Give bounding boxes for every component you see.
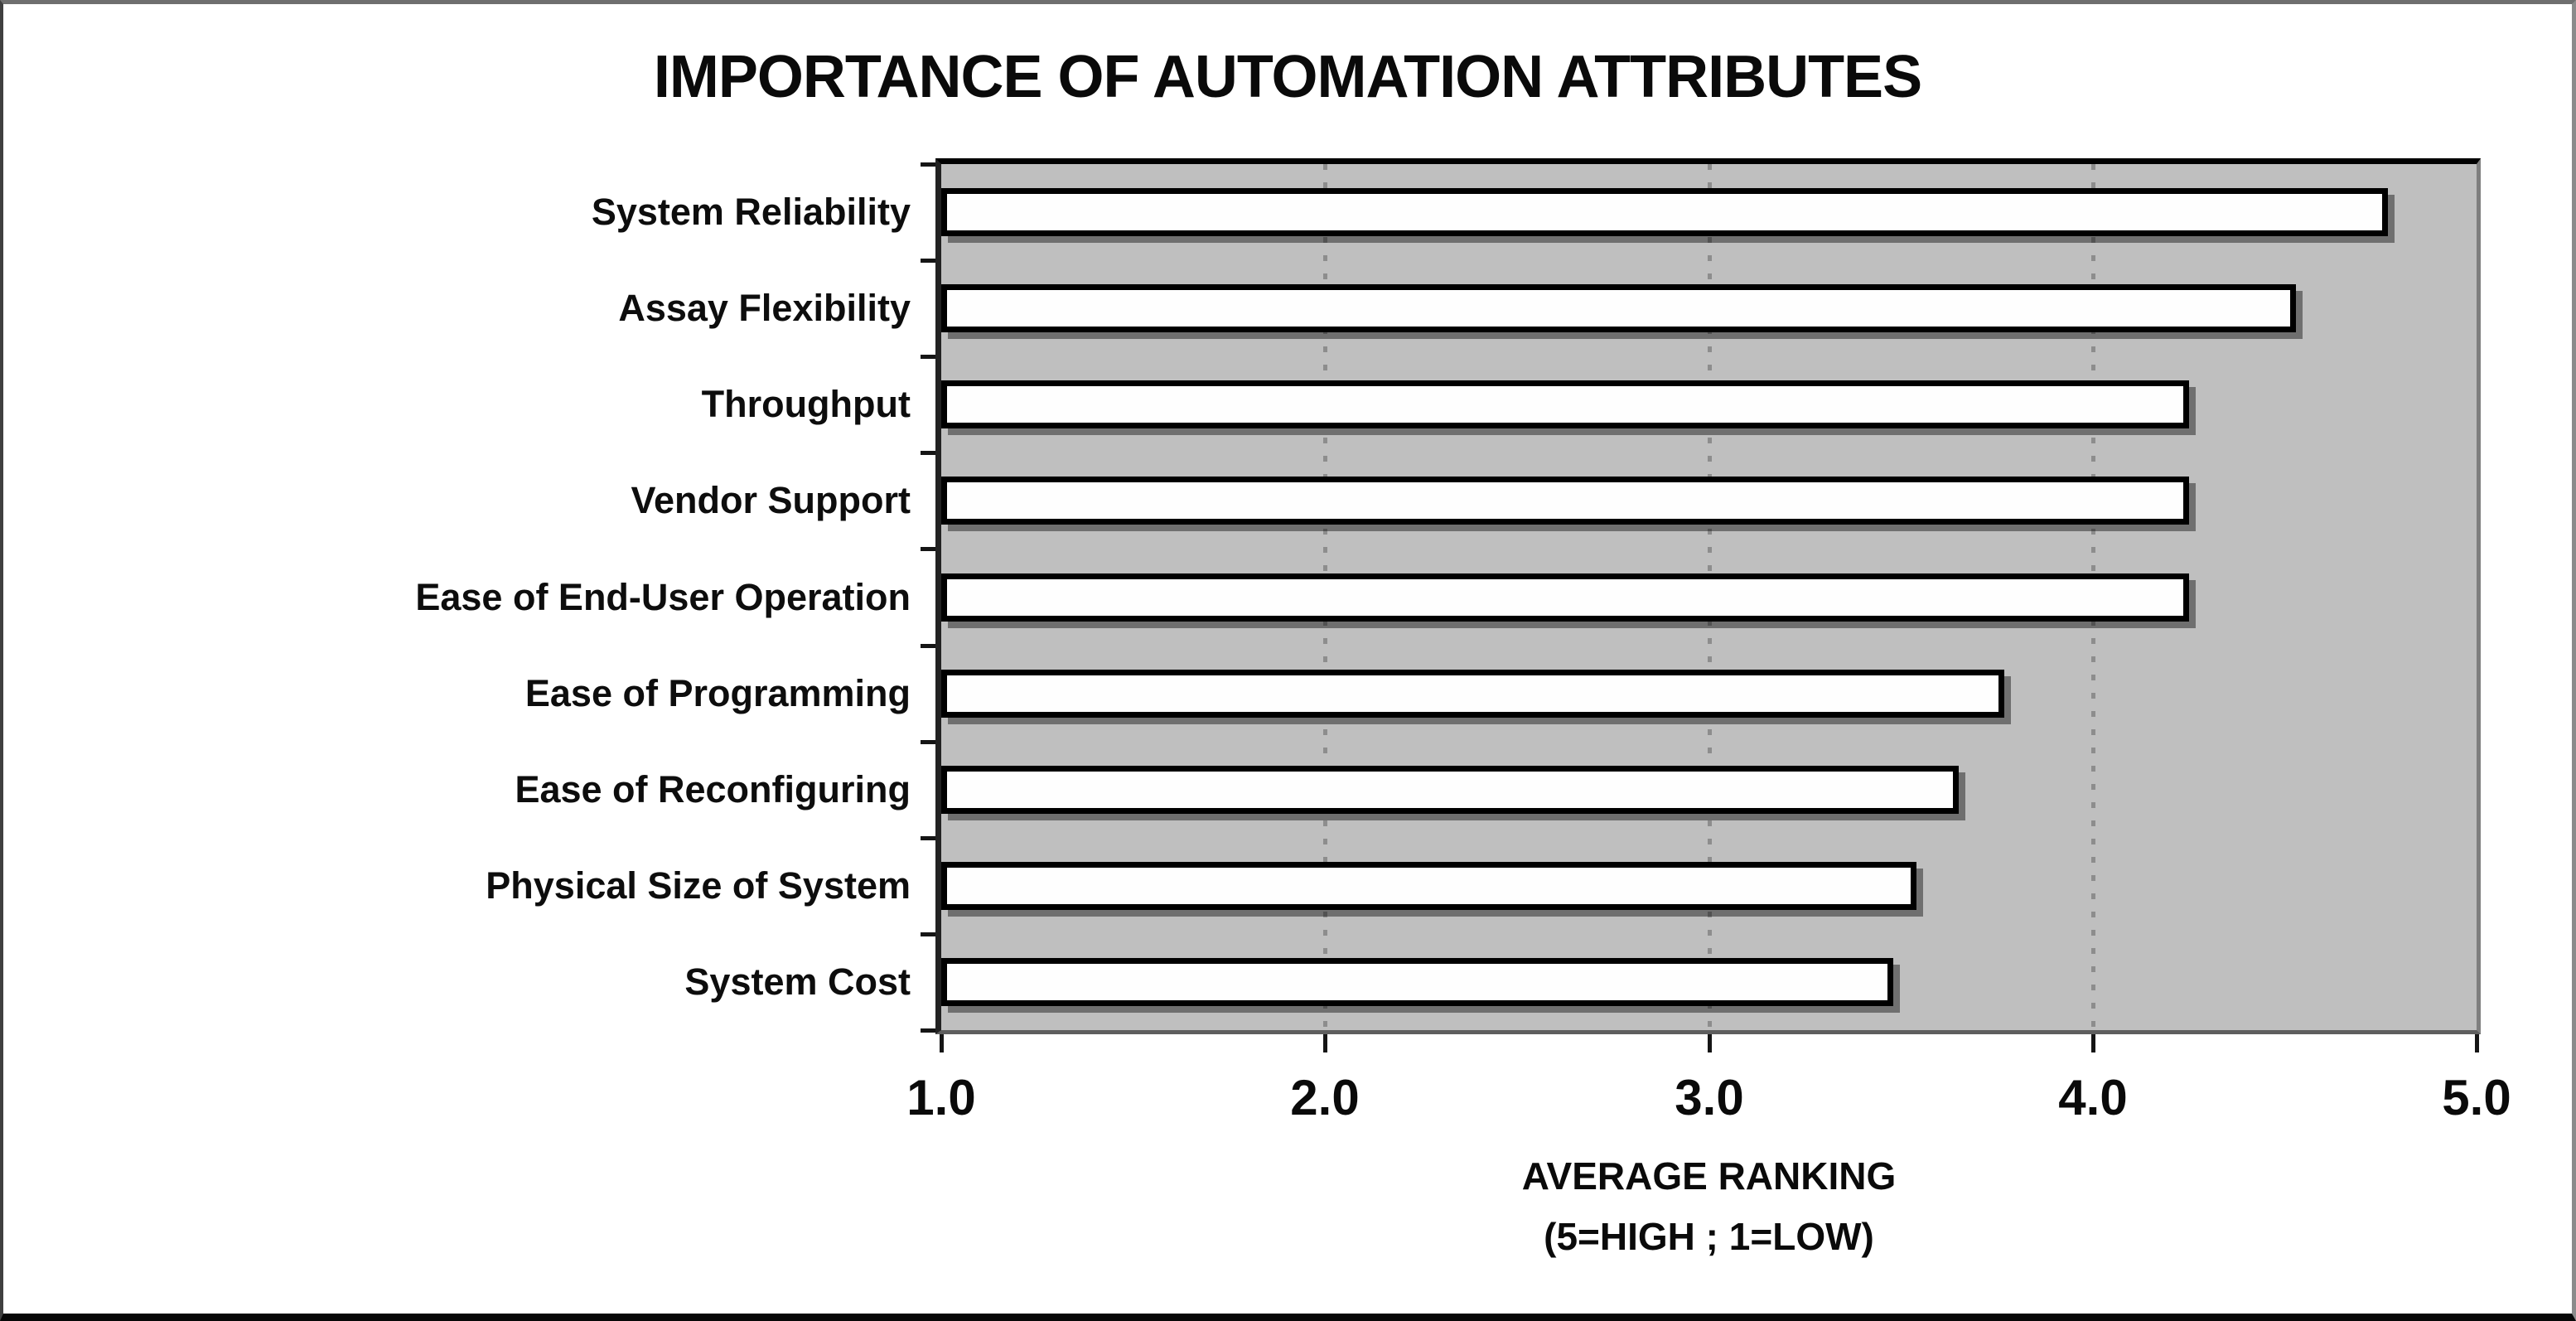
y-axis-tick (921, 1028, 935, 1033)
bar-system-cost (941, 958, 1893, 1006)
bar-physical-size-of-system (941, 862, 1916, 910)
bar-ease-of-reconfiguring (941, 766, 1959, 814)
y-axis-tick (921, 547, 935, 551)
y-axis-tick (921, 259, 935, 263)
x-axis-title-text: AVERAGE RANKING (1521, 1154, 1897, 1198)
bar-system-reliability (941, 188, 2388, 236)
category-label: Ease of End-User Operation (415, 576, 911, 618)
y-axis-tick (921, 162, 935, 167)
y-axis-tick (921, 355, 935, 359)
category-label: Ease of Reconfiguring (515, 768, 911, 811)
x-axis-tick-label: 4.0 (2058, 1070, 2128, 1125)
category-label: Assay Flexibility (618, 287, 911, 329)
x-axis-tick-label: 2.0 (1290, 1070, 1360, 1125)
x-axis-tick-label: 5.0 (2442, 1070, 2511, 1125)
category-label: Ease of Programming (524, 672, 911, 714)
plot-area (921, 158, 2481, 1052)
y-axis-tick (921, 740, 935, 744)
bar-vendor-support (941, 477, 2189, 525)
y-axis-tick (921, 451, 935, 455)
x-axis-tick (940, 1034, 944, 1052)
y-axis-tick (921, 932, 935, 936)
x-axis-tick (2475, 1034, 2479, 1052)
category-axis-labels: System Reliability Assay Flexibility Throu… (3, 164, 911, 1030)
x-axis-tick-label: 3.0 (1675, 1070, 1744, 1125)
x-axis-tick-label: 1.0 (906, 1070, 976, 1125)
category-label: System Cost (684, 961, 911, 1003)
x-axis-tick-labels: 1.0 2.0 3.0 4.0 5.0 (3, 1072, 2576, 1130)
category-label: Throughput (701, 383, 911, 425)
category-label: System Reliability (591, 191, 911, 233)
bar-assay-flexibility (941, 284, 2296, 332)
x-axis-tick (1708, 1034, 1712, 1052)
y-axis-tick (921, 644, 935, 648)
category-label: Physical Size of System (486, 864, 911, 907)
y-axis-tick (921, 836, 935, 840)
category-label: Vendor Support (631, 479, 911, 521)
x-axis-title-note: (5=HIGH ; 1=LOW) (1544, 1215, 1874, 1258)
chart-title: IMPORTANCE OF AUTOMATION ATTRIBUTES (653, 44, 1922, 110)
x-axis-tick (2091, 1034, 2095, 1052)
bar-throughput (941, 380, 2189, 428)
x-axis-tick (1323, 1034, 1327, 1052)
bar-ease-of-end-user-operation (941, 573, 2189, 622)
x-axis-title: AVERAGE RANKING (5=HIGH ; 1=LOW) (941, 1152, 2477, 1261)
bar-ease-of-programming (941, 670, 2004, 718)
